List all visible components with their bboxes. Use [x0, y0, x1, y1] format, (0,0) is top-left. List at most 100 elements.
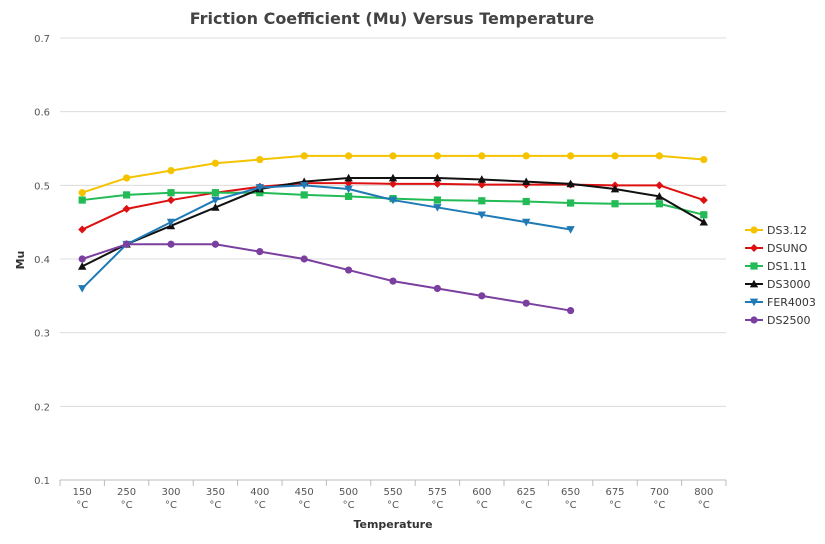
- x-tick-label: 150: [73, 487, 92, 498]
- data-point-fer4003: [255, 184, 264, 192]
- data-point-ds2500: [345, 266, 353, 274]
- x-tick-unit: °C: [653, 500, 665, 511]
- legend-marker: [750, 226, 758, 234]
- x-tick-unit: °C: [520, 500, 532, 511]
- data-point-ds3000: [211, 203, 220, 211]
- series-line-ds2500: [81, 243, 571, 312]
- data-point-ds1-11: [123, 191, 131, 199]
- x-tick-label: 650: [561, 487, 580, 498]
- data-point-ds2500: [123, 240, 131, 248]
- x-tick-unit: °C: [121, 500, 133, 511]
- data-point-ds2500: [256, 248, 264, 256]
- data-point-fer4003: [566, 226, 575, 234]
- x-tick-label: 400: [250, 487, 269, 498]
- x-tick-unit: °C: [698, 500, 710, 511]
- data-point-ds2500: [389, 277, 397, 285]
- data-point-ds2500: [433, 284, 441, 293]
- data-point-ds3000: [655, 192, 664, 200]
- data-point-ds3000: [477, 175, 486, 183]
- chart-title: Friction Coefficient (Mu) Versus Tempera…: [190, 9, 595, 28]
- legend: DS3.12 DSUNO DS1.11 DS3000 FER4003 DS2500: [745, 224, 816, 327]
- x-tick-label: 350: [206, 487, 225, 498]
- data-point-ds1-11: [478, 197, 486, 205]
- legend-label: DS3000: [767, 278, 810, 291]
- x-tick-label: 500: [339, 487, 358, 498]
- x-tick-label: 250: [117, 487, 136, 498]
- data-point-fer4003: [344, 185, 353, 194]
- data-point-ds1-11: [611, 200, 619, 208]
- legend-item-ds1-11[interactable]: DS1.11: [745, 260, 807, 273]
- legend-item-ds3-12[interactable]: DS3.12: [745, 224, 807, 237]
- series-ds3-12: [78, 152, 708, 197]
- data-point-ds3000: [522, 177, 531, 186]
- series-lines: [78, 152, 708, 315]
- x-tick-label: 300: [161, 487, 180, 498]
- data-point-dsuno: [655, 181, 664, 190]
- y-tick-label: 0.2: [34, 402, 50, 413]
- data-point-dsuno: [699, 196, 708, 205]
- legend-item-ds3000[interactable]: DS3000: [745, 278, 810, 291]
- data-point-ds2500: [211, 240, 219, 248]
- data-point-fer4003: [433, 204, 442, 212]
- data-point-ds1-11: [167, 189, 175, 197]
- data-point-ds3-12: [300, 152, 308, 160]
- legend-marker: [749, 279, 759, 288]
- data-point-dsuno: [78, 225, 87, 234]
- legend-item-ds2500[interactable]: DS2500: [745, 314, 810, 327]
- series-fer4003: [78, 181, 575, 293]
- data-point-fer4003: [78, 285, 87, 293]
- legend-item-fer4003[interactable]: FER4003: [745, 296, 816, 309]
- y-tick-label: 0.4: [34, 255, 50, 266]
- data-point-ds1-11: [522, 197, 530, 206]
- data-point-ds3-12: [256, 155, 264, 164]
- x-tick-label: 800: [694, 487, 713, 498]
- data-point-ds1-11: [256, 189, 264, 197]
- y-tick-label: 0.1: [34, 476, 50, 487]
- series-line-ds3000: [81, 176, 705, 268]
- x-tick-unit: °C: [298, 500, 310, 511]
- x-tick-unit: °C: [76, 500, 88, 511]
- data-point-ds2500: [522, 299, 530, 307]
- legend-label: FER4003: [767, 296, 816, 309]
- series-line-fer4003: [81, 184, 571, 290]
- data-point-dsuno: [433, 179, 442, 188]
- y-tick-label: 0.7: [34, 34, 50, 45]
- legend-item-dsuno[interactable]: DSUNO: [745, 242, 808, 255]
- data-point-ds3000: [566, 179, 575, 188]
- legend-marker: [750, 262, 758, 270]
- x-tick-unit: °C: [165, 500, 177, 511]
- data-point-ds3-12: [522, 152, 530, 160]
- data-point-ds3-12: [655, 152, 664, 160]
- data-point-ds1-11: [700, 211, 708, 219]
- data-point-ds3-12: [567, 152, 575, 160]
- data-point-ds3000: [388, 173, 398, 182]
- legend-marker: [750, 244, 758, 252]
- legend-marker: [749, 298, 759, 307]
- data-point-dsuno: [167, 196, 175, 205]
- x-tick-label: 575: [428, 487, 447, 498]
- legend-label: DS1.11: [767, 260, 807, 273]
- x-axis-label: Temperature: [353, 518, 432, 531]
- data-point-ds3-12: [700, 155, 708, 164]
- y-tick-label: 0.6: [34, 108, 50, 119]
- data-point-ds3-12: [211, 159, 219, 167]
- data-point-ds3-12: [78, 189, 86, 197]
- data-point-fer4003: [477, 211, 486, 219]
- data-point-ds1-11: [655, 200, 663, 208]
- x-tick-label: 550: [383, 487, 402, 498]
- data-point-ds3-12: [345, 152, 353, 160]
- data-point-ds1-11: [433, 196, 441, 204]
- data-point-ds3000: [699, 217, 708, 226]
- legend-label: DSUNO: [767, 242, 808, 255]
- series-ds2500: [78, 240, 575, 315]
- data-point-ds3000: [433, 173, 442, 182]
- x-tick-unit: °C: [209, 500, 221, 511]
- x-tick-unit: °C: [254, 500, 266, 511]
- x-tick-label: 450: [295, 487, 314, 498]
- data-point-ds3-12: [167, 167, 175, 175]
- data-point-ds2500: [300, 255, 308, 263]
- data-point-ds2500: [567, 306, 575, 315]
- data-point-ds1-11: [567, 199, 575, 207]
